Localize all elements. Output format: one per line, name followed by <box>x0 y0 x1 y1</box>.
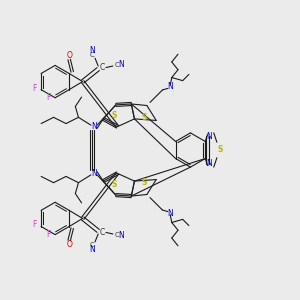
Text: N: N <box>89 46 95 55</box>
Text: N: N <box>206 131 212 140</box>
Text: S: S <box>112 111 117 120</box>
Text: C: C <box>90 242 94 248</box>
Text: S: S <box>112 180 117 189</box>
Text: N: N <box>91 169 97 178</box>
Text: S: S <box>141 113 146 122</box>
Text: N: N <box>118 60 124 69</box>
Text: S: S <box>217 146 223 154</box>
Text: C: C <box>115 62 119 68</box>
Text: N: N <box>89 245 95 254</box>
Text: N: N <box>167 82 173 91</box>
Text: S: S <box>141 178 146 187</box>
Text: N: N <box>167 208 173 217</box>
Text: C: C <box>99 228 104 237</box>
Text: F: F <box>46 93 50 102</box>
Text: F: F <box>32 220 37 230</box>
Text: N: N <box>118 231 124 240</box>
Text: F: F <box>32 84 37 93</box>
Text: F: F <box>46 230 50 239</box>
Text: N: N <box>91 122 97 131</box>
Text: O: O <box>66 240 72 249</box>
Text: C: C <box>115 232 119 238</box>
Text: C: C <box>99 63 104 72</box>
Text: O: O <box>66 51 72 60</box>
Text: C: C <box>90 52 94 58</box>
Text: N: N <box>206 160 212 169</box>
